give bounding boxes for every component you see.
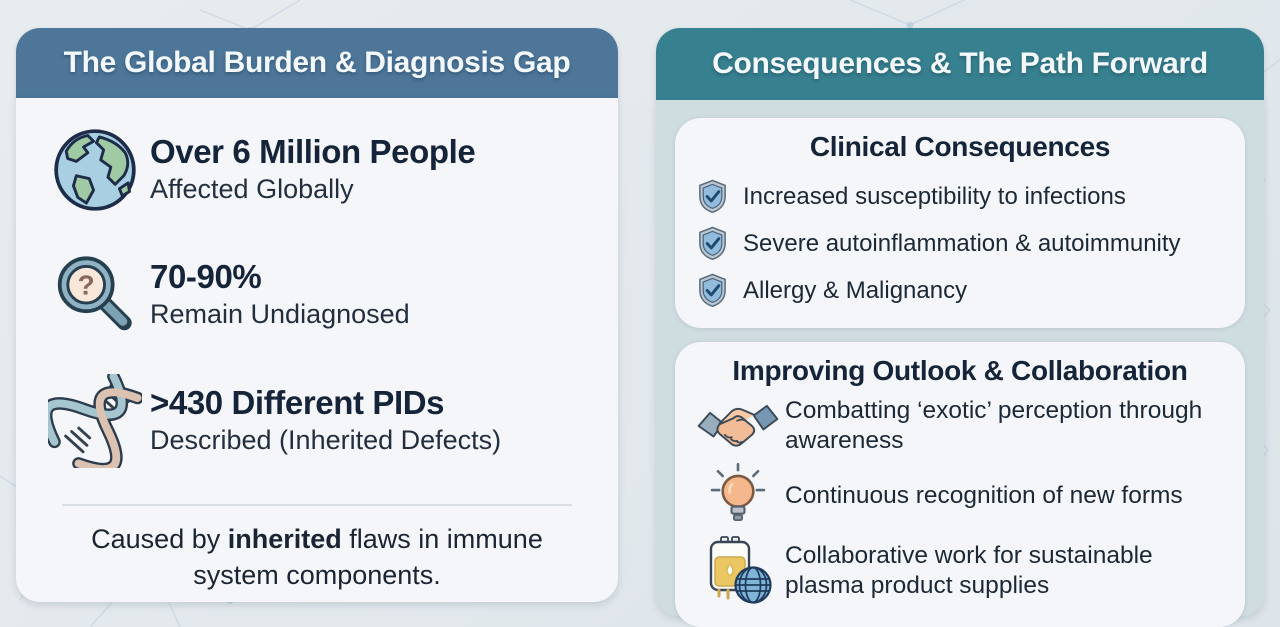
shield-check-icon bbox=[697, 226, 728, 261]
outlook-row-recognition: Continuous recognition of new forms bbox=[691, 463, 1229, 529]
consequence-row-allergy: Allergy & Malignancy bbox=[695, 267, 1225, 314]
stat-text-affected: Over 6 Million People Affected Globally bbox=[150, 133, 476, 206]
right-panel-header: Consequences & The Path Forward bbox=[656, 28, 1264, 100]
outlook-text: Continuous recognition of new forms bbox=[785, 482, 1183, 510]
stat-title: 70-90% bbox=[150, 258, 262, 296]
stat-row-pids: >430 Different PIDs Described (Inherited… bbox=[40, 374, 594, 468]
consequence-row-infections: Increased susceptibility to infections bbox=[695, 173, 1225, 220]
stat-text-pids: >430 Different PIDs Described (Inherited… bbox=[150, 384, 502, 457]
clinical-consequences-card: Clinical Consequences Increased suscepti… bbox=[675, 118, 1245, 328]
left-panel-divider bbox=[62, 504, 572, 506]
consequence-text: Increased susceptibility to infections bbox=[743, 182, 1126, 210]
shield-check-icon bbox=[697, 179, 728, 214]
stat-text-undiagnosed: 70-90% Remain Undiagnosed bbox=[150, 258, 410, 331]
left-panel-header: The Global Burden & Diagnosis Gap bbox=[16, 28, 618, 98]
global-burden-panel: The Global Burden & Diagnosis Gap Over 6… bbox=[16, 28, 618, 602]
outlook-text: Combatting ‘exotic’ perception through a… bbox=[785, 397, 1203, 454]
outlook-text: Collaborative work for sustainable plasm… bbox=[785, 542, 1153, 599]
stat-subtitle: Affected Globally bbox=[150, 174, 354, 205]
right-panel-body: Clinical Consequences Increased suscepti… bbox=[656, 100, 1264, 627]
stat-title: Over 6 Million People bbox=[150, 133, 476, 171]
plasma-bag-globe-icon bbox=[691, 535, 785, 607]
stat-row-affected: Over 6 Million People Affected Globally bbox=[40, 124, 594, 216]
consequence-text: Severe autoinflammation & autoimmunity bbox=[743, 229, 1181, 257]
left-panel-footer-text: Caused by inherited flaws in immune syst… bbox=[67, 506, 567, 593]
handshake-icon bbox=[691, 395, 785, 457]
right-panel-title: Consequences & The Path Forward bbox=[712, 47, 1208, 80]
outlook-row-awareness: Combatting ‘exotic’ perception through a… bbox=[691, 395, 1229, 457]
left-panel-body: Over 6 Million People Affected Globally … bbox=[16, 98, 618, 602]
stat-subtitle: Remain Undiagnosed bbox=[150, 299, 410, 330]
lightbulb-icon bbox=[691, 463, 785, 529]
improving-outlook-card: Improving Outlook & Collaboration bbox=[675, 342, 1245, 627]
stat-title: >430 Different PIDs bbox=[150, 384, 445, 422]
shield-check-icon bbox=[697, 273, 728, 308]
dna-icon bbox=[40, 374, 150, 468]
consequence-text: Allergy & Malignancy bbox=[743, 276, 968, 304]
consequences-panel: Consequences & The Path Forward Clinical… bbox=[656, 28, 1264, 627]
footer-bold-word: inherited bbox=[227, 524, 342, 554]
outlook-row-plasma: Collaborative work for sustainable plasm… bbox=[691, 535, 1229, 607]
left-panel-title: The Global Burden & Diagnosis Gap bbox=[63, 46, 571, 79]
svg-text:?: ? bbox=[78, 269, 95, 300]
globe-icon bbox=[40, 124, 150, 216]
card-title: Clinical Consequences bbox=[809, 131, 1111, 162]
card-title: Improving Outlook & Collaboration bbox=[732, 355, 1188, 386]
stat-subtitle: Described (Inherited Defects) bbox=[150, 425, 502, 456]
stat-row-undiagnosed: ? 70-90% Remain Undiagnosed bbox=[40, 248, 594, 342]
consequence-row-autoimmunity: Severe autoinflammation & autoimmunity bbox=[695, 220, 1225, 267]
magnifier-question-icon: ? bbox=[40, 248, 150, 342]
footer-prefix: Caused by bbox=[91, 524, 228, 554]
